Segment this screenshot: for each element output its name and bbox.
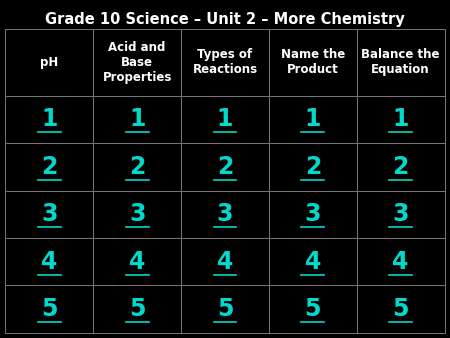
Bar (93, 143, 181, 191)
Text: 1: 1 (129, 107, 145, 131)
Bar (269, 143, 357, 191)
Bar (357, 96, 445, 143)
Bar (269, 29, 357, 96)
Text: 2: 2 (41, 155, 58, 179)
Text: 2: 2 (392, 155, 409, 179)
Text: 5: 5 (305, 297, 321, 321)
Bar (269, 96, 357, 143)
Text: 3: 3 (305, 202, 321, 226)
Bar (269, 238, 357, 286)
Text: 3: 3 (129, 202, 145, 226)
Bar (5, 191, 93, 238)
Bar (93, 191, 181, 238)
Bar (5, 238, 93, 286)
Text: Types of
Reactions: Types of Reactions (193, 48, 257, 76)
Text: 2: 2 (217, 155, 233, 179)
Text: 5: 5 (217, 297, 233, 321)
Text: 4: 4 (217, 250, 233, 274)
Text: 4: 4 (41, 250, 58, 274)
Text: Balance the
Equation: Balance the Equation (361, 48, 440, 76)
Bar (357, 191, 445, 238)
Bar (5, 286, 93, 333)
Bar (269, 191, 357, 238)
Text: 3: 3 (217, 202, 233, 226)
Text: pH: pH (40, 56, 58, 69)
Text: 2: 2 (305, 155, 321, 179)
Text: 1: 1 (41, 107, 58, 131)
Text: 4: 4 (129, 250, 145, 274)
Bar (357, 143, 445, 191)
Text: 2: 2 (129, 155, 145, 179)
Text: 4: 4 (305, 250, 321, 274)
Bar (181, 191, 269, 238)
Text: 3: 3 (41, 202, 58, 226)
Bar (93, 29, 181, 96)
Bar (93, 238, 181, 286)
Text: 5: 5 (41, 297, 58, 321)
Text: 1: 1 (217, 107, 233, 131)
Bar (357, 29, 445, 96)
Text: 5: 5 (129, 297, 145, 321)
Bar (181, 143, 269, 191)
Bar (181, 238, 269, 286)
Text: Grade 10 Science – Unit 2 – More Chemistry: Grade 10 Science – Unit 2 – More Chemist… (45, 12, 405, 27)
Bar (5, 143, 93, 191)
Bar (5, 96, 93, 143)
Bar (357, 286, 445, 333)
Bar (93, 286, 181, 333)
Bar (357, 238, 445, 286)
Bar (181, 96, 269, 143)
Text: Name the
Product: Name the Product (281, 48, 345, 76)
Text: 4: 4 (392, 250, 409, 274)
Text: 1: 1 (305, 107, 321, 131)
Text: 1: 1 (392, 107, 409, 131)
Bar (181, 286, 269, 333)
Text: Acid and
Base
Properties: Acid and Base Properties (103, 41, 172, 84)
Bar (93, 96, 181, 143)
Bar (269, 286, 357, 333)
Text: 5: 5 (392, 297, 409, 321)
Text: 3: 3 (392, 202, 409, 226)
Bar (5, 29, 93, 96)
Bar (181, 29, 269, 96)
